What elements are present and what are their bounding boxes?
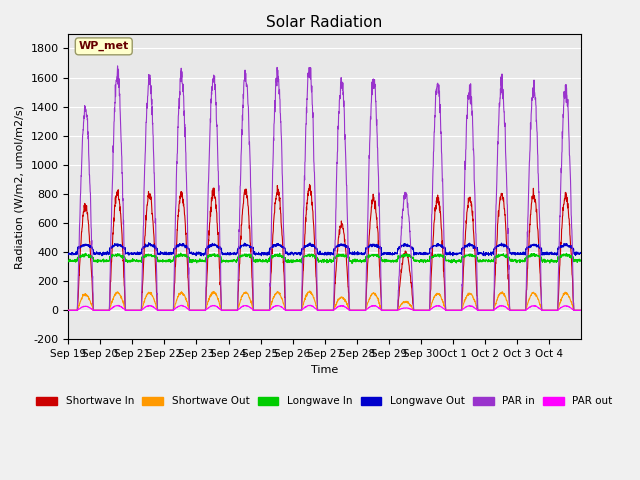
Y-axis label: Radiation (W/m2, umol/m2/s): Radiation (W/m2, umol/m2/s) — [15, 105, 25, 269]
Text: WP_met: WP_met — [79, 41, 129, 51]
Legend: Shortwave In, Shortwave Out, Longwave In, Longwave Out, PAR in, PAR out: Shortwave In, Shortwave Out, Longwave In… — [33, 392, 617, 410]
Title: Solar Radiation: Solar Radiation — [266, 15, 383, 30]
X-axis label: Time: Time — [311, 365, 338, 375]
